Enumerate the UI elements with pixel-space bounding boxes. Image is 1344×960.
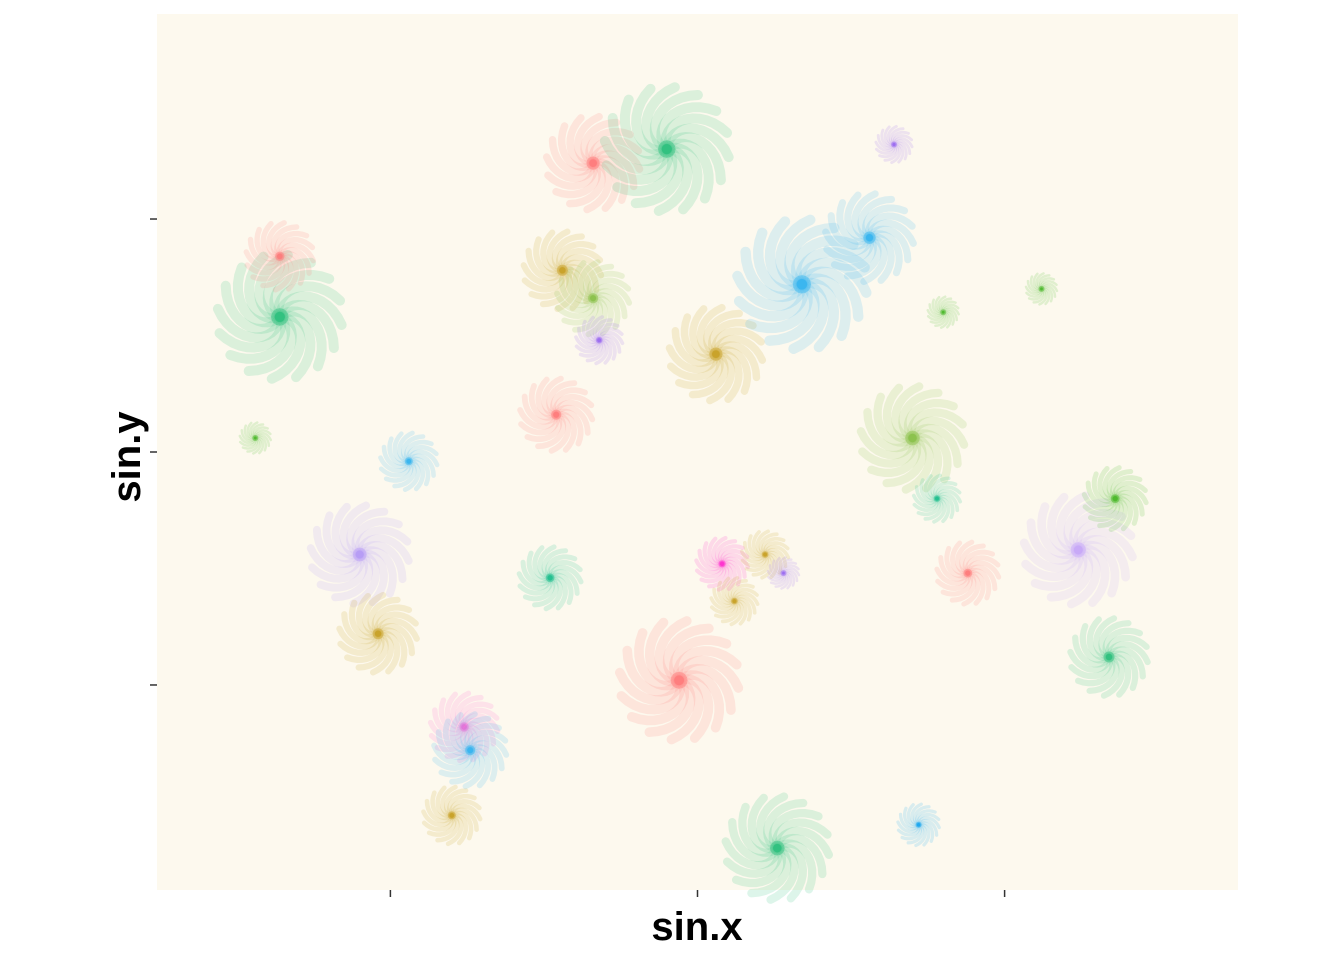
scatter-point-21 <box>766 556 801 590</box>
plot-panel <box>157 14 1238 890</box>
y-axis-ticks <box>150 218 157 686</box>
chart-marks <box>212 82 1151 904</box>
scatter-point-24 <box>822 190 917 286</box>
scatter-point-25 <box>874 125 914 164</box>
scatter-point-15 <box>599 82 734 216</box>
scatter-point-18 <box>694 535 750 592</box>
scatter-point-27 <box>911 473 963 524</box>
scatter-point-14 <box>542 112 644 214</box>
x-axis-ticks <box>389 890 1006 897</box>
scatter-point-17 <box>614 616 744 745</box>
scatter-point-33 <box>1081 465 1149 533</box>
scatter-point-6 <box>427 690 501 764</box>
scatter-point-20 <box>740 529 791 580</box>
scatter-point-0 <box>212 250 347 384</box>
scatter-point-16 <box>665 303 767 405</box>
scatter-point-23 <box>732 214 872 354</box>
scatter-point-7 <box>431 711 510 790</box>
scatter-point-32 <box>1019 491 1137 609</box>
scatter-point-31 <box>1024 272 1059 306</box>
scatter-point-8 <box>421 784 483 847</box>
scatter-point-10 <box>517 375 596 454</box>
x-axis-title: sin.x <box>651 905 742 949</box>
scatter-point-22 <box>721 792 834 904</box>
scatter-point-11 <box>520 228 605 313</box>
scatter-point-4 <box>306 501 413 608</box>
y-axis-title: sin.y <box>105 411 149 503</box>
scatter-point-30 <box>934 539 1002 607</box>
scatter-point-9 <box>516 544 584 612</box>
scatter-point-28 <box>896 802 941 848</box>
scatter-point-2 <box>238 421 273 455</box>
scatter-point-26 <box>856 382 969 494</box>
scatter-point-19 <box>709 576 760 627</box>
scatter-point-12 <box>554 259 633 338</box>
scatter-point-34 <box>1067 615 1151 699</box>
scatter-point-29 <box>926 295 960 329</box>
scatter-point-1 <box>243 220 317 293</box>
scatter-point-3 <box>378 430 440 492</box>
scatter-point-13 <box>574 315 625 366</box>
scatter-point-5 <box>336 591 420 676</box>
